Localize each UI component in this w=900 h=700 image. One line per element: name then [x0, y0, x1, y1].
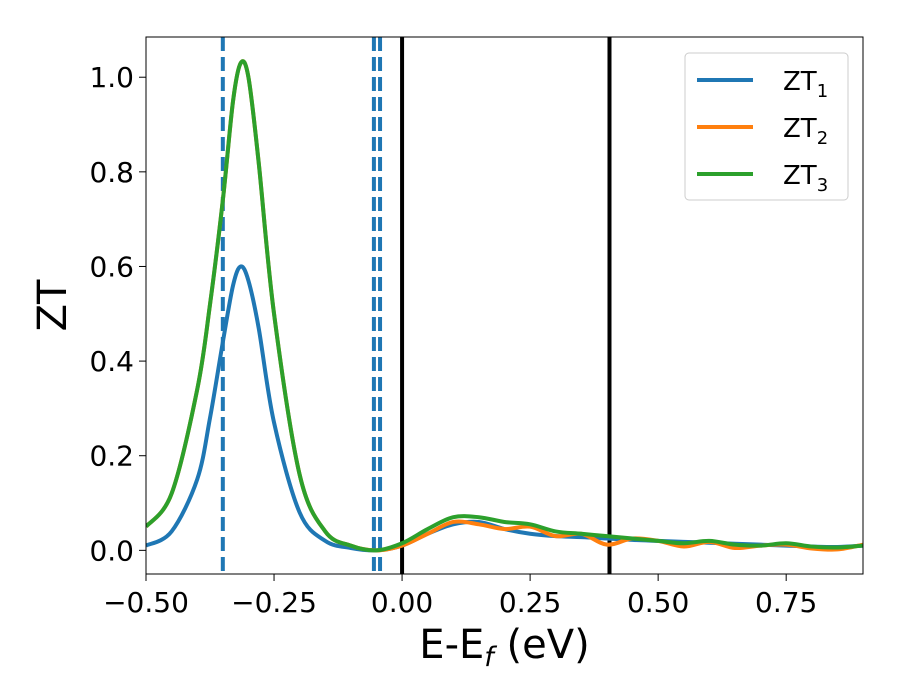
x-axis-title: E-Ef (eV) — [419, 622, 589, 673]
y-axis-title: ZT — [30, 279, 76, 331]
y-tick-label: 0.6 — [89, 250, 134, 283]
y-tick-label: 0.8 — [89, 156, 134, 189]
x-tick-label: −0.50 — [103, 586, 189, 619]
legend-box — [684, 52, 849, 201]
y-tick-label: 0.0 — [89, 534, 134, 567]
y-tick-label: 0.4 — [89, 345, 134, 378]
plot-frame — [145, 36, 864, 575]
legend-label-zt3: ZT3 — [783, 161, 828, 196]
x-tick-label: 0.75 — [755, 586, 817, 619]
x-tick-label: −0.25 — [231, 586, 317, 619]
x-tick-label: 0.25 — [499, 586, 561, 619]
x-tick-label: 0.50 — [627, 586, 689, 619]
legend-label-zt1: ZT1 — [783, 67, 828, 102]
series-lines — [146, 59, 863, 553]
x-tick-label: 0.00 — [371, 586, 433, 619]
y-tick-label: 1.0 — [89, 61, 134, 94]
y-tick-label: 0.2 — [89, 440, 134, 473]
legend-label-zt2: ZT2 — [783, 114, 828, 149]
series-line-zt1 — [146, 264, 863, 553]
series-line-zt3 — [146, 59, 863, 553]
y-axis: 0.0 0.2 0.4 0.6 0.8 1.0 — [89, 61, 146, 567]
legend: ZT1 ZT2 ZT3 — [684, 52, 849, 201]
x-axis: −0.50 −0.25 0.00 0.25 0.50 0.75 — [103, 574, 817, 619]
reference-lines — [220, 37, 612, 574]
